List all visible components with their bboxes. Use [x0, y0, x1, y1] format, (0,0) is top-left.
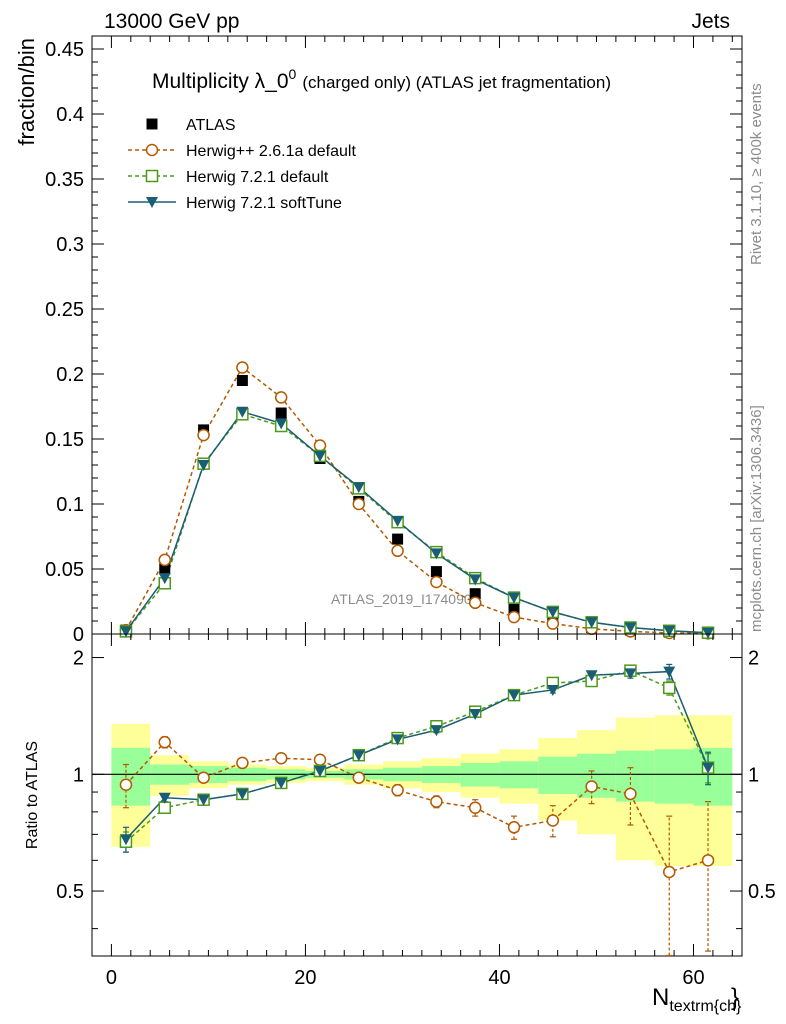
legend-label-atlas: ATLAS	[186, 117, 236, 134]
uncertainty-band-inner	[693, 748, 732, 806]
bottom-y-tick-label-right: 0.5	[748, 881, 776, 903]
top-y-tick-label: 0.3	[56, 234, 84, 256]
top-y-tick-label: 0.4	[56, 104, 84, 126]
top-data-point	[276, 408, 287, 419]
header-left: 13000 GeV pp	[104, 10, 239, 33]
top-y-tick-label: 0.05	[45, 559, 84, 581]
chart: 13000 GeV pp Jets fraction/bin Ratio to …	[0, 0, 786, 1024]
top-y-tick-label: 0.15	[45, 429, 84, 451]
x-tick-label: 60	[682, 967, 704, 989]
top-series-point	[431, 577, 442, 588]
legend-marker-atlas	[147, 119, 158, 130]
ratio-series-point	[198, 772, 209, 783]
chart-title-rest: (charged only) (ATLAS jet fragmentation)	[302, 73, 611, 92]
ratio-series-point	[664, 866, 675, 877]
ratio-series-point	[392, 785, 403, 796]
mcplots-label: mcplots.cern.ch [arXiv:1306.3436]	[748, 405, 765, 632]
ratio-series-point	[237, 757, 248, 768]
top-y-tick-label: 0.2	[56, 364, 84, 386]
top-series-point	[470, 597, 481, 608]
y-axis-label-bottom: Ratio to ATLAS	[24, 741, 41, 849]
ratio-series-point	[314, 754, 325, 765]
x-tick-label: 40	[488, 967, 510, 989]
ratio-series-point	[509, 822, 520, 833]
bottom-y-tick-label: 0.5	[56, 881, 84, 903]
uncertainty-band-inner	[538, 757, 577, 794]
x-axis-label-main: N	[652, 984, 669, 1011]
top-data-point	[237, 375, 248, 386]
top-data-point	[431, 566, 442, 577]
legend-label: Herwig 7.2.1 softTune	[186, 195, 342, 212]
top-y-tick-label: 0.1	[56, 494, 84, 516]
ratio-series-point	[120, 779, 131, 790]
top-series-point	[198, 430, 209, 441]
legend-label: Herwig 7.2.1 default	[186, 169, 329, 186]
bottom-y-tick-label: 2	[73, 648, 84, 670]
ratio-series-point	[625, 788, 636, 799]
uncertainty-band-inner	[655, 749, 694, 803]
top-y-tick-label: 0	[73, 624, 84, 646]
ratio-series-point	[586, 781, 597, 792]
ratio-series-point	[276, 753, 287, 764]
top-series-point	[159, 554, 170, 565]
ratio-series-point	[159, 802, 170, 813]
rivet-label: Rivet 3.1.10, ≥ 400k events	[748, 83, 765, 265]
ratio-series-point	[353, 772, 364, 783]
ratio-series-point	[664, 682, 675, 693]
chart-title-sup: 0	[289, 66, 297, 82]
top-series-point	[314, 440, 325, 451]
svg-text:Multiplicity λ_00(charged only: Multiplicity λ_00 (charged only) (ATLAS j…	[152, 66, 611, 93]
top-y-tick-label: 0.45	[45, 39, 84, 61]
header-right: Jets	[691, 10, 730, 33]
top-series-point	[276, 392, 287, 403]
top-y-tick-label: 0.35	[45, 169, 84, 191]
ratio-series-point	[703, 855, 714, 866]
ratio-series-point	[431, 796, 442, 807]
uncertainty-band-inner	[577, 754, 616, 798]
x-axis-label-brace: }	[731, 984, 739, 1011]
top-series-point	[353, 499, 364, 510]
legend: ATLAS Herwig++ 2.6.1a default Herwig 7.2.1…	[128, 117, 356, 212]
ratio-series-point	[159, 737, 170, 748]
top-series-point	[547, 618, 558, 629]
legend-label: Herwig++ 2.6.1a default	[186, 143, 356, 160]
ratio-series-point	[470, 802, 481, 813]
bottom-y-tick-label: 1	[73, 764, 84, 786]
top-series-point	[509, 612, 520, 623]
ratio-series-point	[547, 815, 558, 826]
top-data-point	[392, 534, 403, 545]
uncertainty-band-inner	[111, 748, 150, 806]
top-series-point	[392, 545, 403, 556]
legend-marker	[147, 171, 158, 182]
top-y-tick-label: 0.25	[45, 299, 84, 321]
chart-title-main: Multiplicity λ_0	[152, 70, 289, 93]
bottom-y-tick-label-right: 1	[748, 764, 759, 786]
top-series-point	[237, 362, 248, 373]
x-tick-label: 20	[294, 967, 316, 989]
bottom-panel: 0 20 40 60 0.5 0.5 1 1 2 2	[56, 634, 776, 989]
y-axis-label-top: fraction/bin	[14, 38, 39, 146]
chart-title: Multiplicity λ_00 (charged only) (ATLAS j…	[152, 66, 611, 93]
bottom-y-tick-label-right: 2	[748, 648, 759, 670]
legend-marker	[147, 145, 158, 156]
x-tick-label: 0	[106, 967, 117, 989]
